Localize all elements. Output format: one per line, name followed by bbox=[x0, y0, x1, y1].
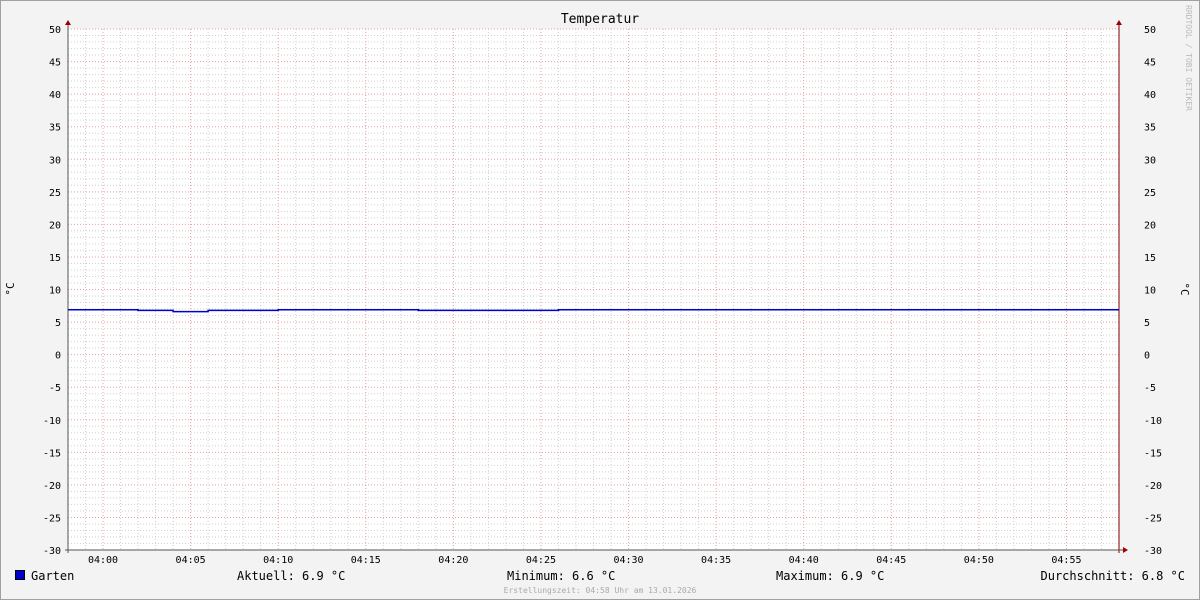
x-tick-label: 04:15 bbox=[351, 555, 381, 566]
y-tick-label-left: -15 bbox=[43, 448, 61, 459]
y-tick-label-left: 50 bbox=[49, 25, 61, 36]
x-tick-label: 04:55 bbox=[1051, 555, 1081, 566]
x-tick-label: 04:10 bbox=[263, 555, 293, 566]
y-tick-label-left: 15 bbox=[49, 253, 61, 264]
y-tick-label-right: 40 bbox=[1144, 90, 1156, 101]
y-tick-label-left: 35 bbox=[49, 123, 61, 134]
y-tick-label-left: 25 bbox=[49, 188, 61, 199]
y-tick-label-right: 50 bbox=[1144, 25, 1156, 36]
y-tick-label-left: -20 bbox=[43, 481, 61, 492]
x-tick-label: 04:35 bbox=[701, 555, 731, 566]
y-tick-label-right: 5 bbox=[1144, 318, 1150, 329]
legend-minimum: Minimum: 6.6 °C bbox=[507, 569, 616, 583]
y-tick-label-right: 10 bbox=[1144, 286, 1156, 297]
legend-series: Garten bbox=[31, 569, 75, 583]
x-tick-label: 04:45 bbox=[876, 555, 906, 566]
x-tick-label: 04:05 bbox=[176, 555, 206, 566]
x-tick-label: 04:20 bbox=[438, 555, 468, 566]
y-tick-label-right: 45 bbox=[1144, 58, 1156, 69]
y-tick-label-left: -5 bbox=[49, 383, 61, 394]
arrow-icon bbox=[65, 20, 71, 25]
legend-maximum: Maximum: 6.9 °C bbox=[776, 569, 885, 583]
y-tick-label-right: 35 bbox=[1144, 123, 1156, 134]
y-tick-label-right: -5 bbox=[1144, 383, 1156, 394]
x-tick-label: 04:40 bbox=[789, 555, 819, 566]
chart-title: Temperatur bbox=[560, 12, 640, 27]
y-tick-label-left: 5 bbox=[55, 318, 61, 329]
x-tick-label: 04:25 bbox=[526, 555, 556, 566]
y-tick-label-left: 40 bbox=[49, 90, 61, 101]
x-tick-label: 04:30 bbox=[613, 555, 643, 566]
y-tick-label-left: 20 bbox=[49, 220, 61, 231]
y-tick-label-right: -15 bbox=[1144, 448, 1162, 459]
x-tick-label: 04:50 bbox=[964, 555, 994, 566]
series-line-garten bbox=[68, 308, 1119, 313]
y-tick-label-right: -10 bbox=[1144, 416, 1162, 427]
y-tick-label-left: 0 bbox=[55, 351, 61, 362]
arrow-icon bbox=[1116, 20, 1122, 25]
legend-current: Aktuell: 6.9 °C bbox=[237, 569, 346, 583]
y-tick-label-left: 30 bbox=[49, 155, 61, 166]
legend-swatch bbox=[15, 570, 25, 580]
y-tick-label-left: 45 bbox=[49, 58, 61, 69]
y-tick-label-right: -20 bbox=[1144, 481, 1162, 492]
y-tick-label-left: 10 bbox=[49, 286, 61, 297]
y-tick-label-right: -25 bbox=[1144, 513, 1162, 524]
y-tick-label-right: -30 bbox=[1144, 546, 1162, 557]
creation-time: Erstellungszeit: 04:58 Uhr am 13.01.2026 bbox=[503, 586, 697, 595]
y-tick-label-left: -25 bbox=[43, 513, 61, 524]
y-tick-label-left: -30 bbox=[43, 546, 61, 557]
x-tick-label: 04:00 bbox=[88, 555, 118, 566]
y-tick-label-right: 20 bbox=[1144, 220, 1156, 231]
y-tick-label-right: 25 bbox=[1144, 188, 1156, 199]
legend-average: Durchschnitt: 6.8 °C bbox=[1040, 569, 1186, 583]
y-tick-label-right: 0 bbox=[1144, 351, 1150, 362]
y-tick-label-left: -10 bbox=[43, 416, 61, 427]
y-tick-label-right: 15 bbox=[1144, 253, 1156, 264]
watermark: RRDTOOL / TOBI OETIKER bbox=[1184, 5, 1193, 111]
arrow-icon bbox=[1123, 547, 1128, 553]
y-axis-label-left: °C bbox=[4, 282, 17, 295]
y-axis-label-right: °C bbox=[1178, 282, 1191, 295]
y-tick-label-right: 30 bbox=[1144, 155, 1156, 166]
